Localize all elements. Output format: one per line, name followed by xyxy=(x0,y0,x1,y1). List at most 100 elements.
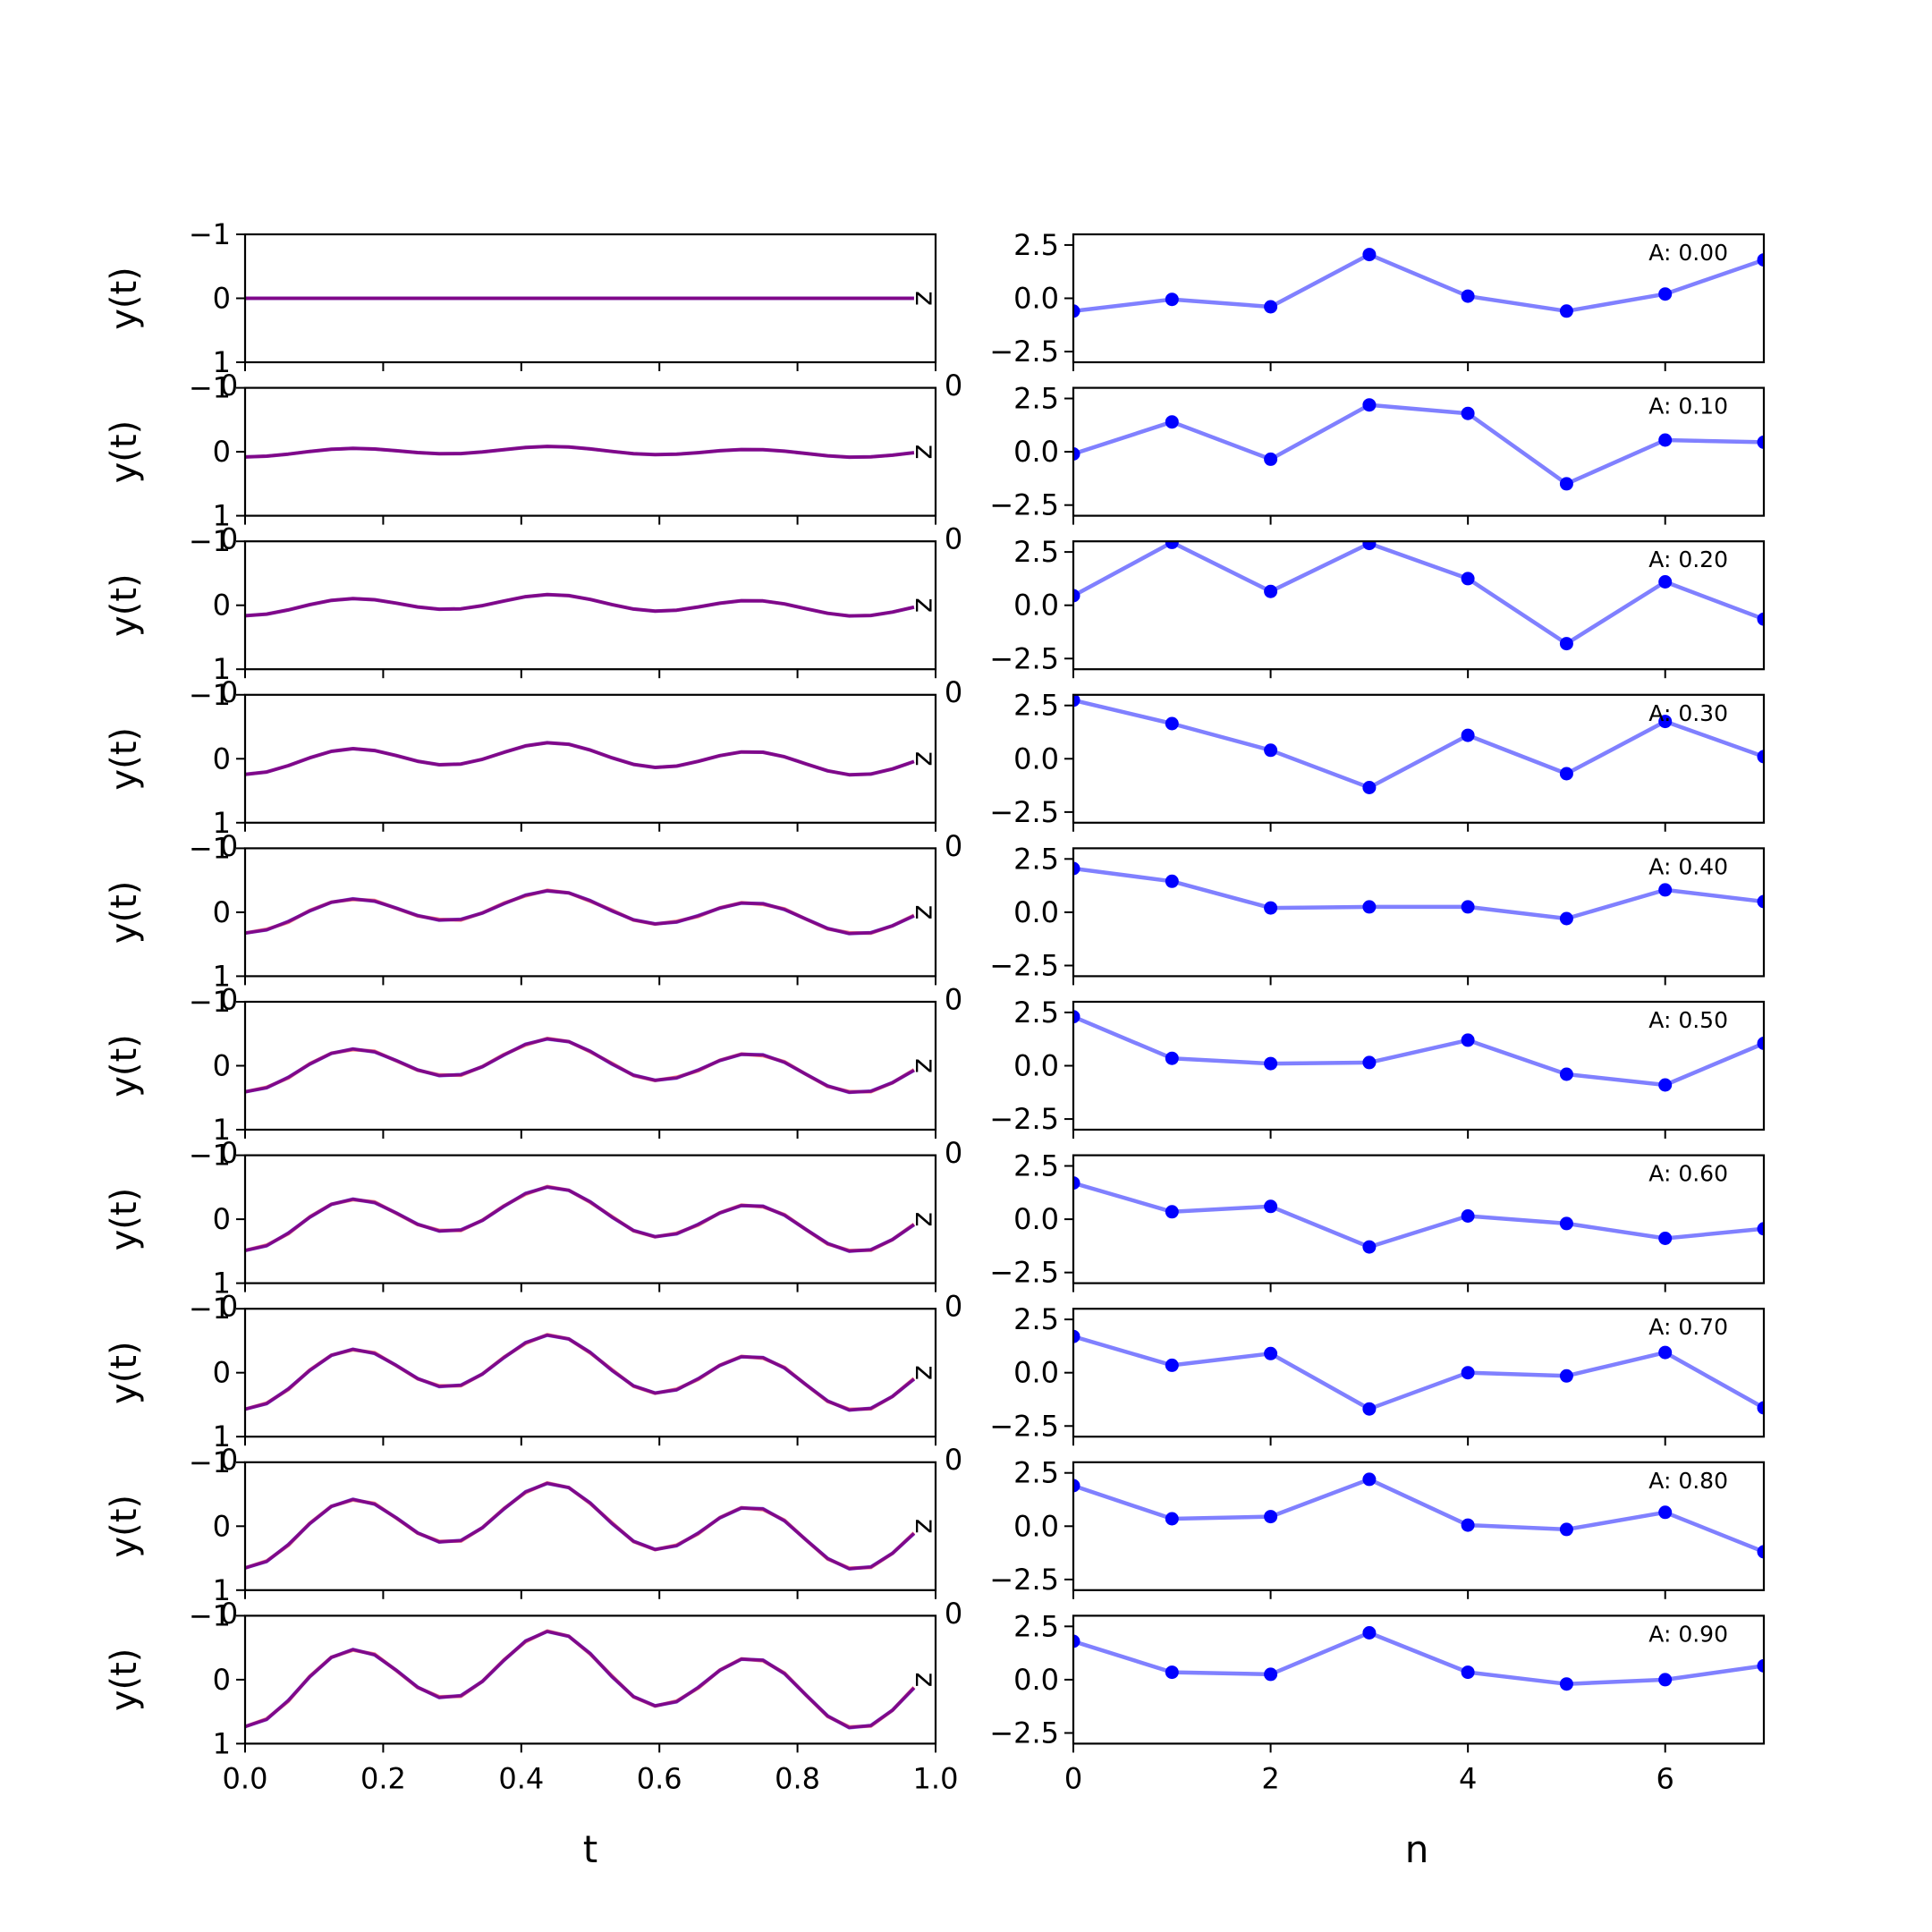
sequence-point xyxy=(1264,1199,1278,1214)
stray-tick-label: 0 xyxy=(220,522,238,556)
plot-frame xyxy=(243,847,937,978)
sequence-point xyxy=(1559,477,1573,491)
sequence-point xyxy=(1073,1010,1080,1024)
sequence-point xyxy=(1658,1505,1673,1520)
sequence-point xyxy=(1658,715,1673,729)
sequence-point xyxy=(1264,901,1278,915)
row-marker-glyph: z xyxy=(909,751,943,767)
sequence-plot-area xyxy=(1073,541,1764,651)
sequence-point xyxy=(1757,1401,1764,1415)
time-axis-label: t xyxy=(583,1827,597,1871)
discrete-panel: 2.5 0.0 −2.5 A: 0.20 xyxy=(989,535,1766,679)
y-tick-label: −1 xyxy=(189,524,231,558)
sequence-point xyxy=(1658,1673,1673,1687)
discrete-panel: 2.5 0.0 −2.5 A: 0.30 xyxy=(989,689,1766,832)
sequence-point xyxy=(1461,572,1475,586)
sequence-line xyxy=(1073,1477,1764,1554)
x-tick-label: 6 xyxy=(1657,1761,1674,1795)
plot-frame xyxy=(1072,233,1766,364)
y-tick-label: 2.5 xyxy=(1013,535,1059,569)
combined-signal-line xyxy=(244,1630,916,1730)
y-tick-label: 2.5 xyxy=(1013,1456,1059,1490)
sequence-point xyxy=(1461,1518,1475,1532)
y-tick-label: 0.0 xyxy=(1013,741,1059,775)
y-tick-label: 0 xyxy=(213,1356,231,1390)
amplitude-label: A: 0.00 xyxy=(1648,240,1728,266)
row-marker-glyph: z xyxy=(909,291,943,306)
sequence-point xyxy=(1264,1667,1278,1682)
sequence-line xyxy=(1073,1631,1764,1686)
y-tick-label: −2.5 xyxy=(989,488,1059,522)
combined-signal-line xyxy=(244,1334,915,1412)
sequence-line xyxy=(1073,402,1764,487)
stray-tick-label: 0 xyxy=(945,1443,962,1477)
row-marker-glyph: z xyxy=(909,905,943,920)
y-tick-label: −1 xyxy=(189,371,231,405)
combined-signal-line xyxy=(244,593,915,618)
sequence-line xyxy=(1073,541,1764,646)
amplitude-label: A: 0.30 xyxy=(1648,700,1728,726)
y-tick-label: 0.0 xyxy=(1013,589,1059,623)
y-axis-label: y(t) xyxy=(104,1341,145,1404)
stray-tick-label: 0 xyxy=(945,829,962,863)
sequence-line xyxy=(1073,698,1764,790)
y-tick-label: −2.5 xyxy=(989,335,1059,369)
y-tick-label: −2.5 xyxy=(989,795,1059,829)
plot-frame xyxy=(1072,1154,1766,1284)
y-tick-label: −2.5 xyxy=(989,1409,1059,1443)
sequence-point xyxy=(1362,900,1377,914)
y-axis-label: y(t) xyxy=(104,727,145,791)
sequence-plot-area xyxy=(1073,248,1764,318)
y-tick-label: 2.5 xyxy=(1013,1609,1059,1643)
y-tick-label: −2.5 xyxy=(989,1563,1059,1597)
y-tick-label: −1 xyxy=(189,1445,231,1479)
y-tick-label: 1 xyxy=(213,959,231,993)
stray-tick-label: 0 xyxy=(220,982,238,1016)
index-axis-label: n xyxy=(1405,1827,1429,1871)
x-tick-label: 0.0 xyxy=(223,1761,268,1795)
y-tick-label: 1 xyxy=(213,1113,231,1147)
stray-tick-label: 0 xyxy=(945,522,962,556)
sequence-point xyxy=(1165,1512,1179,1526)
row-marker-glyph: z xyxy=(909,445,943,460)
sequence-point xyxy=(1461,728,1475,742)
y-tick-label: 2.5 xyxy=(1013,1149,1059,1183)
sequence-point xyxy=(1362,1626,1377,1640)
combined-signal-line xyxy=(244,889,915,936)
y-tick-label: 2.5 xyxy=(1013,996,1059,1030)
plot-frame xyxy=(243,1614,937,1745)
row-marker-glyph: z xyxy=(909,1365,943,1380)
discrete-column: 2.5 0.0 −2.5 A: 0.00 2.5 0.0 −2.5 A: 0.10 2.5 0.0… xyxy=(989,228,1766,1795)
stray-tick-label: 0 xyxy=(220,369,238,402)
sequence-point xyxy=(1461,900,1475,914)
sequence-point xyxy=(1757,435,1764,449)
plot-frame xyxy=(1072,1000,1766,1131)
discrete-panel: 2.5 0.0 −2.5 A: 0.60 xyxy=(989,1149,1766,1292)
stray-tick-label: 0 xyxy=(220,829,238,863)
y-tick-label: 0 xyxy=(213,895,231,929)
sequence-plot-area xyxy=(1073,1329,1764,1416)
plot-frame xyxy=(243,1308,937,1438)
stray-tick-label: 0 xyxy=(945,1597,962,1631)
y-tick-label: 1 xyxy=(213,806,231,840)
discrete-panel: 2.5 0.0 −2.5 A: 0.00 xyxy=(989,228,1766,371)
discrete-panel: 2.5 0.0 −2.5 A: 0.10 xyxy=(989,382,1766,525)
sequence-point xyxy=(1757,1222,1764,1236)
row-marker-glyph: z xyxy=(909,1519,943,1534)
stray-tick-label: 0 xyxy=(945,675,962,709)
sequence-point xyxy=(1362,1055,1377,1070)
sequence-point xyxy=(1073,589,1080,603)
y-tick-label: 1 xyxy=(213,1726,231,1760)
y-axis-label: y(t) xyxy=(104,573,145,637)
plot-frame xyxy=(243,1154,937,1284)
y-tick-label: 0.0 xyxy=(1013,282,1059,316)
sequence-point xyxy=(1362,1240,1377,1254)
sequence-plot-area xyxy=(1073,1472,1764,1559)
y-tick-label: −1 xyxy=(189,1292,231,1326)
y-tick-label: −2.5 xyxy=(989,948,1059,982)
x-tick-label: 1.0 xyxy=(913,1761,959,1795)
